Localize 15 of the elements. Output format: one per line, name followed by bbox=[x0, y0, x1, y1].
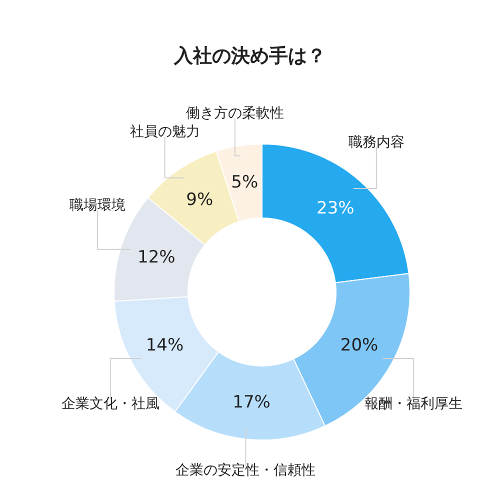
slice-label: 社員の魅力 bbox=[130, 124, 200, 140]
slice-label: 働き方の柔軟性 bbox=[186, 106, 284, 122]
slice-label: 企業の安定性・信頼性 bbox=[176, 462, 316, 479]
chart-title: 入社の決め手は？ bbox=[173, 45, 326, 67]
slice-label: 報酬・福利厚生 bbox=[364, 396, 463, 412]
data-label: 20% bbox=[340, 335, 378, 356]
slice-label: 職務内容 bbox=[348, 134, 404, 150]
data-label: 12% bbox=[138, 248, 176, 268]
data-label: 17% bbox=[232, 392, 270, 413]
slice-label: 職場環境 bbox=[69, 197, 126, 214]
data-label: 14% bbox=[146, 335, 184, 356]
data-label: 9% bbox=[186, 190, 214, 210]
slice-label: 企業文化・社風 bbox=[61, 396, 160, 412]
data-label: 5% bbox=[231, 172, 258, 192]
data-label: 23% bbox=[316, 198, 354, 219]
